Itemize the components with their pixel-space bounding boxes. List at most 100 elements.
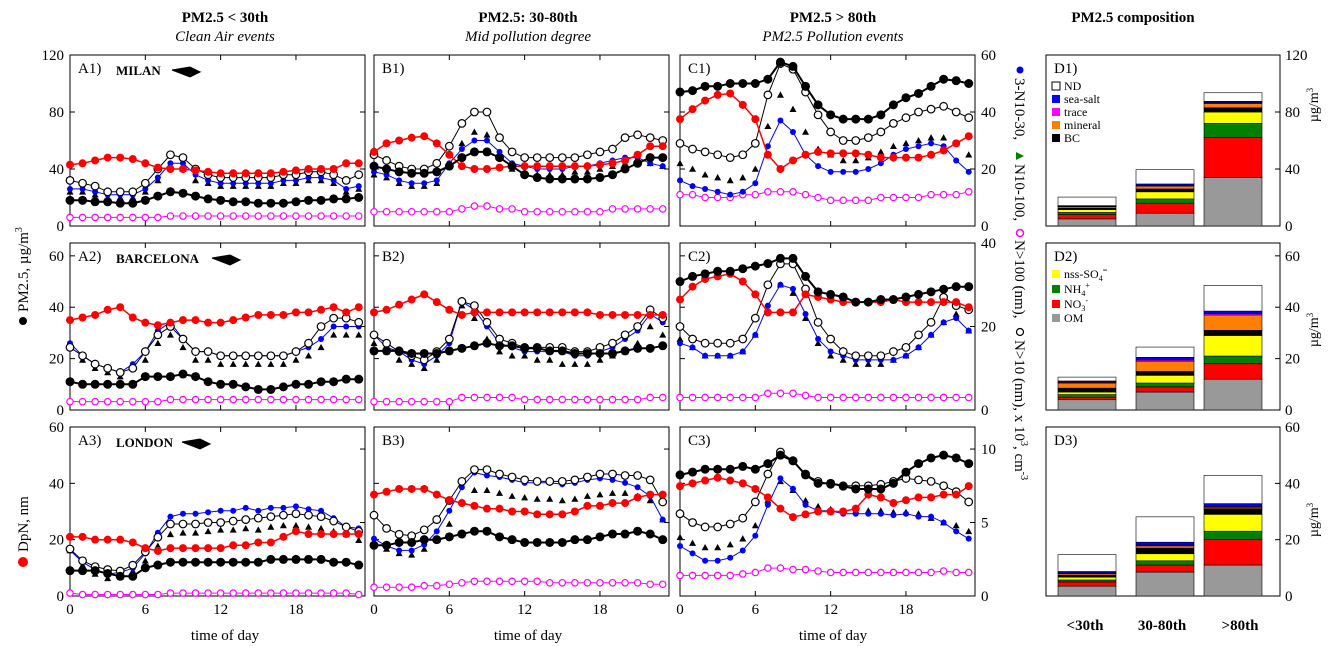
point-ntot <box>520 153 530 163</box>
point-pm <box>329 377 339 387</box>
point-dpn <box>216 169 225 178</box>
point-pm <box>700 269 710 279</box>
point-n100 <box>191 589 200 597</box>
bar-segment-nss_so4 <box>1057 209 1117 213</box>
panel-a3: 0 6 12 18 0 20 40 60 A3) LONDON <box>49 420 366 618</box>
point-pm <box>291 197 301 207</box>
point-dpn <box>927 493 936 502</box>
bar-segment-nss_so4 <box>1057 391 1117 395</box>
point-n10 <box>889 142 897 149</box>
point-n3 <box>777 475 784 482</box>
panel-label: C3) <box>688 433 711 449</box>
point-ntot <box>675 138 685 148</box>
point-n10 <box>342 331 350 338</box>
point-n3 <box>877 160 884 167</box>
y-tick-label-right: 0 <box>1285 403 1293 419</box>
point-n100 <box>78 213 87 222</box>
point-dpn <box>801 150 810 159</box>
point-n10 <box>814 339 822 346</box>
series-line-dpn <box>373 488 663 516</box>
point-dpn <box>457 499 466 508</box>
point-n10 <box>420 364 428 372</box>
point-pm <box>165 557 175 567</box>
legend-d1: ND sea-salt trace mineral BC <box>1051 79 1101 145</box>
point-pm <box>725 464 735 474</box>
point-dpn <box>229 316 238 325</box>
point-n100 <box>964 188 973 196</box>
point-ntot <box>228 351 238 361</box>
point-pm <box>407 537 417 547</box>
point-pm <box>457 529 467 539</box>
series-line-dpn <box>69 156 359 175</box>
point-dpn <box>166 544 175 553</box>
point-pm <box>545 537 555 547</box>
point-dpn <box>370 308 378 317</box>
point-dpn <box>445 150 454 159</box>
point-pm <box>203 377 213 387</box>
point-ntot <box>863 351 873 361</box>
point-n10 <box>965 151 973 158</box>
point-pm <box>369 346 379 356</box>
series-line-dpn <box>373 293 663 316</box>
point-n100 <box>432 397 441 406</box>
point-n3 <box>689 344 696 351</box>
point-ntot <box>329 516 339 526</box>
point-n3 <box>890 356 897 363</box>
point-pm <box>128 198 138 208</box>
point-pm <box>369 540 379 550</box>
point-n10 <box>496 348 504 355</box>
point-n100 <box>445 580 454 589</box>
point-dpn <box>583 308 592 317</box>
point-dpn <box>952 139 961 148</box>
point-dpn <box>91 156 100 165</box>
point-n10 <box>204 527 212 535</box>
point-dpn <box>395 136 404 145</box>
point-ntot <box>382 156 391 165</box>
point-pm <box>407 348 417 358</box>
point-dpn <box>964 132 973 141</box>
point-ntot <box>444 334 454 344</box>
y-tick-label-right: 40 <box>981 105 996 121</box>
point-ntot <box>166 150 175 160</box>
point-pm <box>876 295 886 305</box>
point-n100 <box>166 395 175 404</box>
point-n3 <box>702 185 709 192</box>
point-ntot <box>713 338 723 348</box>
right-axis-n10-label: N10-100, <box>1011 164 1027 221</box>
point-n100 <box>329 212 338 220</box>
wind-arrow-icon <box>171 66 202 78</box>
point-ntot <box>470 301 479 311</box>
point-n100 <box>889 193 898 202</box>
point-n3 <box>230 507 237 514</box>
point-ntot <box>178 519 188 529</box>
point-pm <box>191 372 201 382</box>
point-pm <box>419 348 429 358</box>
legend-swatch-om <box>1052 314 1060 322</box>
point-dpn <box>103 535 112 544</box>
point-n100 <box>420 207 429 216</box>
point-ntot <box>65 342 75 352</box>
city-label: LONDON <box>116 435 174 450</box>
point-n3 <box>840 168 847 175</box>
point-pm <box>153 372 163 382</box>
point-pm <box>620 346 630 356</box>
point-pm <box>888 100 898 110</box>
point-dpn <box>914 153 923 162</box>
point-pm <box>266 384 276 394</box>
point-ntot <box>103 363 113 373</box>
left-axis-title: PM2.5, µg/m3 DpN, nm <box>14 227 32 567</box>
bar-segment-no3 <box>1057 396 1117 401</box>
point-dpn <box>646 310 655 319</box>
point-pm <box>851 484 861 494</box>
point-dpn <box>608 159 617 168</box>
point-ntot <box>532 153 542 163</box>
point-n3 <box>727 191 734 198</box>
n100-marker-icon <box>1015 228 1025 238</box>
point-ntot <box>914 330 923 340</box>
series-line-pm <box>679 257 969 304</box>
bar-segment-no3 <box>1203 137 1263 178</box>
point-n100 <box>826 196 835 205</box>
column-header-1-title: PM2.5 < 30th <box>182 10 269 26</box>
point-ntot <box>826 334 836 344</box>
